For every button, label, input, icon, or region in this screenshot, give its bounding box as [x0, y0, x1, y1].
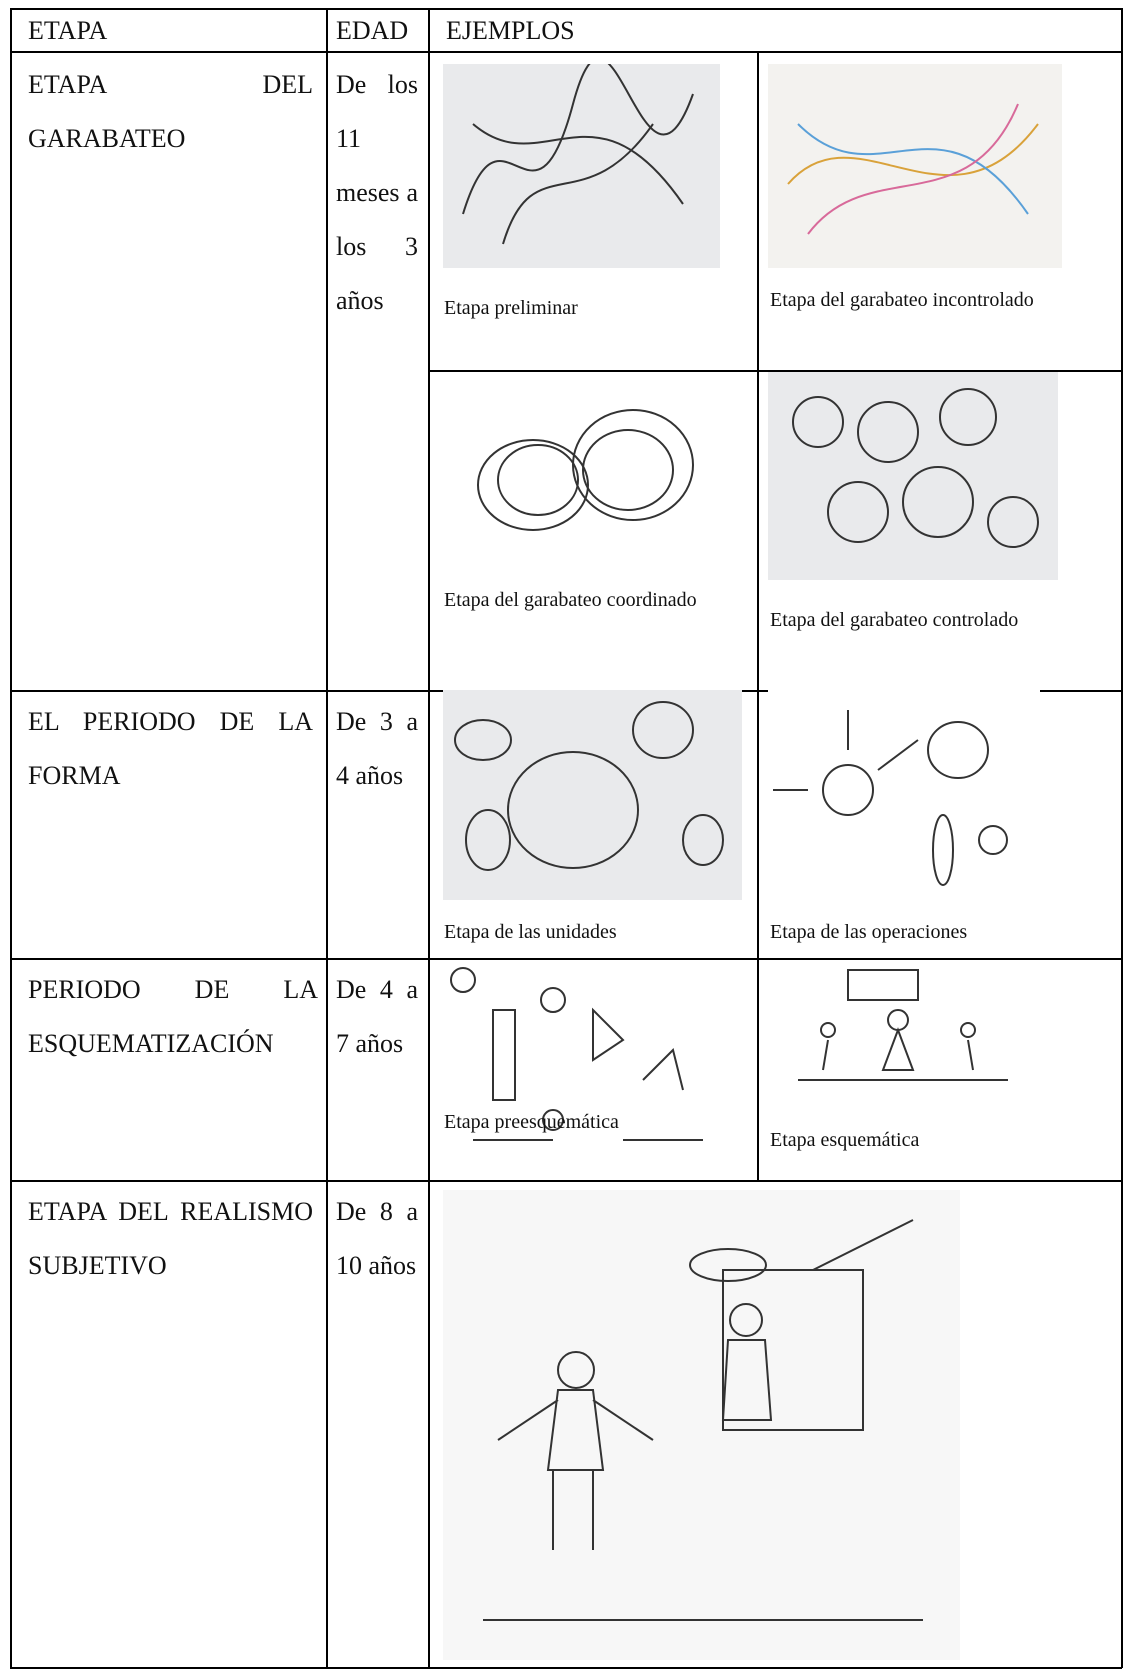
table-border — [10, 1667, 1122, 1669]
drawing-image — [768, 960, 1030, 1100]
drawing-image — [768, 64, 1062, 268]
example-caption: Etapa de las unidades — [444, 921, 617, 943]
stage-name: PERIODO DE LA ESQUEMATIZACIÓN — [28, 975, 318, 1058]
stage-name: EL PERIODO DE LA FORMA — [28, 707, 313, 790]
drawing-image — [443, 1190, 960, 1660]
drawing-image — [768, 372, 1058, 580]
drawing-image — [443, 385, 745, 565]
stage-age: De 3 a 4 años — [336, 707, 418, 790]
header-cell: ETAPA — [28, 16, 108, 45]
table-border — [10, 51, 1122, 53]
example-caption: Etapa del garabateo controlado — [770, 609, 1019, 631]
example-caption: Etapa preliminar — [444, 297, 578, 319]
stage-age: De los 11 meses a los 3 años — [336, 70, 418, 315]
stage-age: De 4 a 7 años — [336, 975, 418, 1058]
stage-name: ETAPA DEL GARABATEO — [28, 70, 313, 153]
stage-age: De 8 a 10 años — [336, 1197, 418, 1280]
table-border — [10, 958, 1122, 960]
example-caption: Etapa esquemática — [770, 1129, 920, 1151]
table-border — [326, 8, 328, 1668]
table-border — [10, 8, 1122, 10]
stage-name: ETAPA DEL REALISMO SUBJETIVO — [28, 1197, 313, 1280]
drawing-image — [443, 690, 742, 900]
example-caption: Etapa del garabateo incontrolado — [770, 289, 1034, 311]
table-border — [10, 8, 12, 1668]
table-border — [10, 1180, 1122, 1182]
header-cell: EJEMPLOS — [446, 16, 575, 45]
table-border — [757, 51, 759, 1180]
table-border — [428, 8, 430, 1668]
table-border — [428, 370, 1122, 372]
example-caption: Etapa del garabateo coordinado — [444, 589, 697, 611]
drawing-image — [443, 64, 720, 268]
example-caption: Etapa de las operaciones — [770, 921, 968, 943]
header-cell: EDAD — [336, 16, 409, 45]
drawing-image — [443, 960, 717, 1160]
table-border — [1121, 8, 1123, 1668]
drawing-image — [768, 690, 1040, 900]
example-caption: Etapa preesquemática — [444, 1111, 619, 1133]
